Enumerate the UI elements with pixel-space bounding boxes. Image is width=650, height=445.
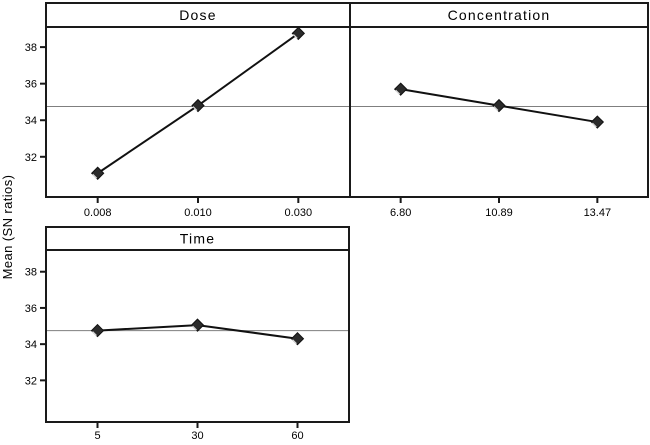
x-tick-label: 60 (291, 430, 303, 442)
y-tick-label: 34 (25, 339, 37, 351)
data-point-marker (90, 323, 105, 338)
data-point-marker (393, 82, 408, 96)
panel-border (45, 226, 350, 423)
panel-border (349, 2, 649, 198)
marker-bevel-highlight (493, 106, 499, 112)
data-point-marker (492, 98, 506, 113)
marker-bevel-highlight (292, 339, 297, 345)
data-point-marker (590, 115, 605, 129)
panel-dose: Dose 32 34 36 38 0.008 0.010 0.030 (25, 2, 351, 219)
marker-bevel-highlight (192, 106, 198, 112)
marker-bevel-highlight (395, 89, 401, 95)
marker-bevel-highlight (92, 331, 97, 337)
y-tick-label: 36 (25, 303, 37, 315)
panel-title: Dose (179, 7, 216, 23)
data-point-marker (90, 166, 105, 180)
panel-concentration: Concentration 6.80 10.89 13.47 (349, 2, 649, 219)
y-tick-label: 32 (25, 375, 37, 387)
x-tick-label: 13.47 (584, 207, 612, 219)
y-tick-label: 38 (25, 267, 37, 279)
data-point-marker (291, 26, 306, 41)
x-tick-label: 0.030 (285, 207, 313, 219)
y-axis-title: Mean (SN ratios) (0, 175, 15, 280)
y-tick-label: 38 (25, 42, 37, 54)
marker-bevel-highlight (192, 325, 197, 331)
y-tick-label: 34 (25, 115, 37, 127)
x-tick-label: 6.80 (390, 207, 411, 219)
x-tick-label: 10.89 (485, 207, 513, 219)
x-tick-label: 0.010 (184, 207, 212, 219)
x-tick-label: 0.008 (84, 207, 112, 219)
panel-title: Time (180, 231, 215, 247)
data-point-marker (290, 332, 305, 346)
marker-bevel-highlight (92, 173, 98, 179)
y-tick-label: 32 (25, 152, 37, 164)
x-tick-label: 30 (191, 430, 203, 442)
marker-bevel-highlight (591, 122, 597, 128)
panel-time: Time 32 34 36 38 5 30 60 (25, 226, 350, 442)
x-tick-label: 5 (94, 430, 100, 442)
y-tick-label: 36 (25, 79, 37, 91)
data-point-marker (190, 318, 205, 332)
marker-bevel-highlight (292, 33, 298, 39)
panel-title: Concentration (448, 7, 551, 23)
